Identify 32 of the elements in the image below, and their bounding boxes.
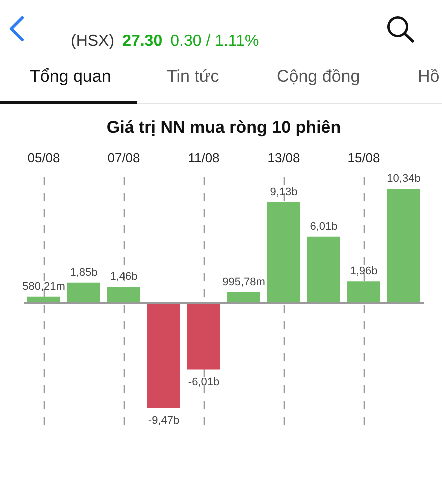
bar [388, 189, 420, 304]
text: 0.30 / 1.11% [170, 32, 260, 52]
data-label: 10,34b [387, 173, 421, 185]
data-label: 1,46b [110, 271, 138, 284]
bar [228, 292, 260, 304]
data-label: 995,78m [222, 276, 266, 288]
data-label: 1,96b [350, 266, 378, 278]
text: Hồ [418, 67, 440, 87]
data-label: 9,13b [270, 186, 298, 198]
bar [308, 236, 340, 304]
data-label: 1,85b [70, 266, 98, 279]
bar [148, 303, 180, 408]
text: Tổng quan [30, 67, 112, 87]
x-tick-label: 13/08 [268, 150, 300, 166]
x-tick-label: 15/08 [348, 150, 380, 166]
chart-title: Giá trị NN mua ròng 10 phiên [106, 118, 342, 137]
text: Cộng đồng [277, 67, 360, 87]
x-tick-label: 05/08 [28, 150, 60, 166]
bar [68, 282, 100, 304]
bar [268, 202, 300, 304]
x-tick-label: 07/08 [108, 150, 140, 166]
data-label: -9,47b [148, 415, 180, 427]
data-label: 6,01b [310, 220, 338, 233]
data-label: 580,21m [22, 280, 66, 293]
bar [348, 282, 380, 304]
x-tick-label: 11/08 [188, 150, 220, 166]
text: 27.30 [122, 32, 163, 52]
data-label: -6,01b [188, 376, 220, 389]
bar [188, 303, 220, 370]
text: Tin tức [167, 67, 220, 87]
bar [108, 287, 140, 304]
text: (HSX) [71, 32, 115, 52]
